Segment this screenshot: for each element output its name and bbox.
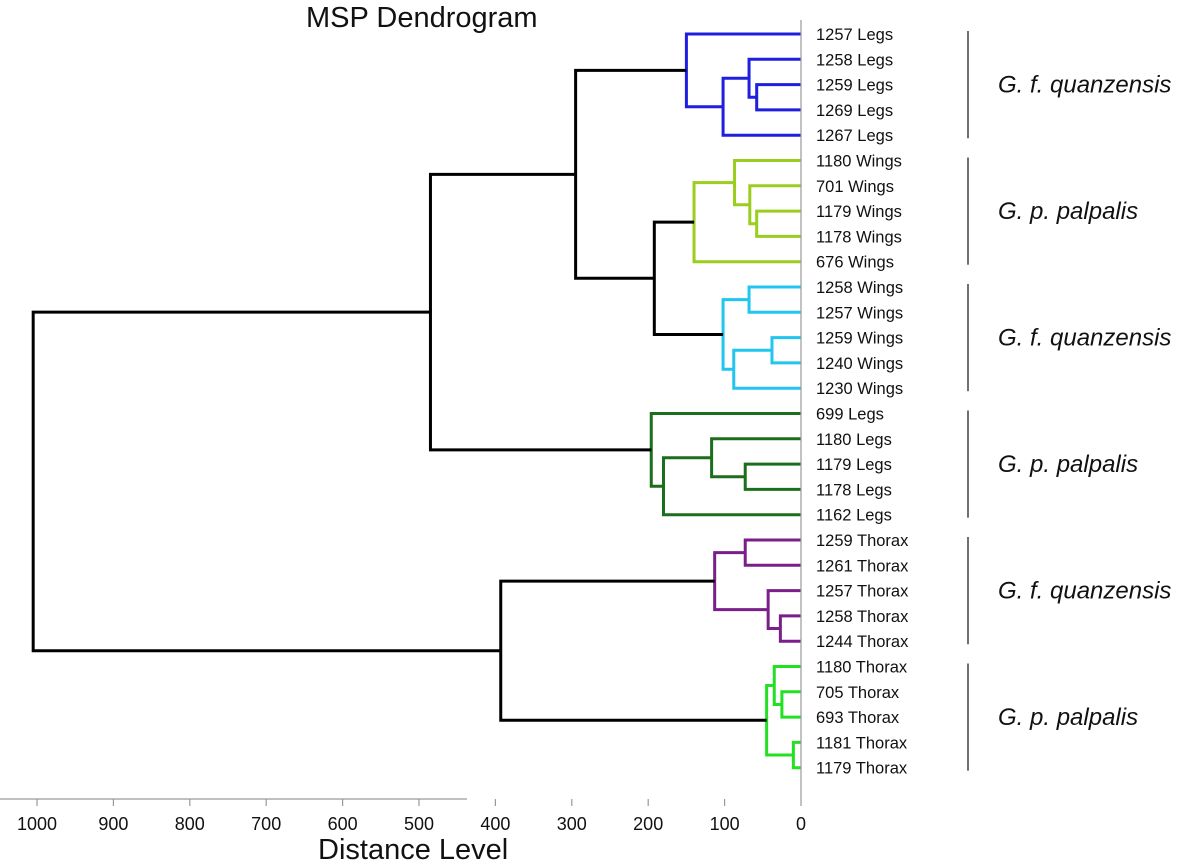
leaf-label: 1162 Legs — [816, 507, 892, 525]
leaf-label: 1259 Thorax — [816, 532, 909, 550]
leaf-label: 1258 Wings — [816, 279, 903, 297]
x-tick-label: 300 — [557, 814, 587, 834]
leaf-label: 1179 Thorax — [816, 760, 908, 778]
leaf-label: 693 Thorax — [816, 709, 900, 727]
x-tick-label: 900 — [98, 814, 128, 834]
leaf-label: 1180 Legs — [816, 431, 892, 449]
x-axis-ticks: 1000 900 800 700 600 500 400 300 200 100 0 — [17, 799, 806, 834]
leaf-label: 1244 Thorax — [816, 633, 909, 651]
x-axis-label: Distance Level — [318, 834, 508, 865]
x-tick-label: 400 — [480, 814, 510, 834]
dendrogram-link — [743, 462, 801, 491]
leaf-label: 1259 Wings — [816, 330, 903, 348]
leaf-label: 1178 Legs — [816, 481, 892, 499]
leaf-label: 1180 Wings — [816, 153, 902, 171]
dendrogram-link — [733, 159, 801, 207]
x-tick-label: 0 — [796, 814, 806, 834]
leaf-label: 1178 Wings — [816, 228, 902, 246]
leaf-labels: 1257 Legs 1258 Legs 1259 Legs 1269 Legs 1267… — [816, 26, 909, 778]
group-label: G. p. palpalis — [998, 198, 1138, 225]
leaf-label: 1257 Legs — [816, 26, 893, 44]
leaf-label: 1259 Legs — [816, 77, 893, 95]
group-label: G. p. palpalis — [998, 704, 1138, 731]
dendrogram-link — [428, 172, 652, 452]
dendrogram-link — [721, 76, 801, 137]
dendrogram-link — [652, 220, 724, 336]
dendrogram-link — [713, 551, 769, 612]
dendrogram-link — [765, 683, 794, 757]
dendrogram-link — [574, 68, 687, 280]
group-label: G. f. quanzensis — [998, 325, 1171, 352]
dendrogram-link — [772, 665, 801, 706]
leaf-label: 1257 Wings — [816, 304, 903, 322]
x-tick-label: 1000 — [17, 814, 57, 834]
leaf-label: 1240 Wings — [816, 355, 903, 373]
x-tick-label: 100 — [710, 814, 740, 834]
leaf-label: 1181 Thorax — [816, 734, 908, 752]
dendrogram-link — [766, 589, 801, 631]
dendrogram-link — [732, 348, 801, 390]
dendrogram-link — [31, 310, 501, 653]
leaf-label: 1180 Thorax — [816, 659, 908, 677]
x-tick-label: 700 — [251, 814, 281, 834]
x-tick-label: 500 — [404, 814, 434, 834]
dendrogram-link — [499, 579, 767, 722]
dendrogram-link — [755, 83, 801, 112]
dendrogram-link — [721, 298, 750, 371]
leaf-label: 1230 Wings — [816, 380, 903, 398]
leaf-label: 1267 Legs — [816, 127, 893, 145]
x-tick-label: 200 — [633, 814, 663, 834]
x-tick-label: 800 — [175, 814, 205, 834]
dendrogram-link — [791, 740, 801, 770]
leaf-label: 1258 Thorax — [816, 608, 909, 626]
dendrogram-links — [31, 32, 801, 770]
dendrogram-link — [692, 181, 801, 264]
group-label: G. p. palpalis — [998, 451, 1138, 478]
leaf-label: 1269 Legs — [816, 102, 893, 120]
leaf-label: 676 Wings — [816, 254, 894, 272]
dendrogram-link — [747, 285, 801, 314]
leaf-label: 1179 Wings — [816, 203, 902, 221]
dendrogram-link — [770, 336, 801, 365]
leaf-label: 705 Thorax — [816, 684, 900, 702]
dendrogram-link — [743, 538, 801, 567]
x-tick-label: 600 — [328, 814, 358, 834]
dendrogram-link — [684, 32, 801, 109]
dendrogram-link — [661, 456, 801, 517]
x-axis — [0, 20, 802, 800]
leaf-label: 699 Legs — [816, 406, 884, 424]
group-brackets: G. f. quanzensis G. p. palpalis G. f. quan… — [967, 31, 1171, 771]
chart-title: MSP Dendrogram — [306, 2, 538, 34]
group-label: G. f. quanzensis — [998, 72, 1171, 99]
leaf-label: 1257 Thorax — [816, 583, 909, 601]
dendrogram-link — [780, 690, 801, 719]
dendrogram-link — [710, 437, 801, 479]
dendrogram-link — [778, 614, 801, 643]
leaf-label: 1258 Legs — [816, 51, 893, 69]
leaf-label: 1261 Thorax — [816, 557, 909, 575]
group-label: G. f. quanzensis — [998, 578, 1171, 605]
leaf-label: 1179 Legs — [816, 456, 892, 474]
leaf-label: 701 Wings — [816, 178, 894, 196]
dendrogram-link — [755, 209, 801, 238]
